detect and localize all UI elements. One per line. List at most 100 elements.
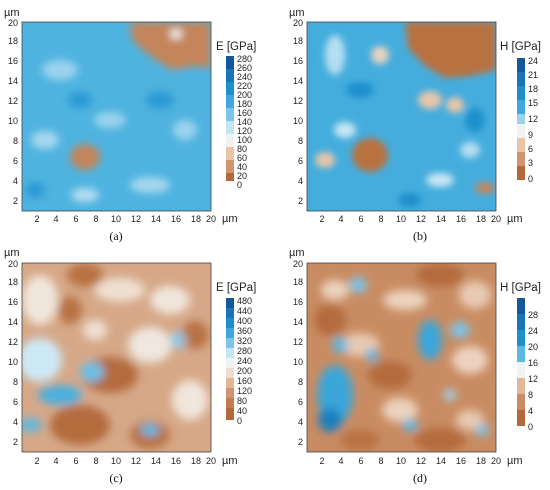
colorbar-c-band xyxy=(226,398,234,408)
heatmap-b xyxy=(307,22,496,211)
heatmap-c-light-patch xyxy=(150,286,190,314)
x-tick-label: 18 xyxy=(191,214,201,224)
heatmap-b-dark-patch xyxy=(398,193,422,207)
y-tick-label: 20 xyxy=(8,259,18,269)
y-tick-label: 12 xyxy=(293,337,303,347)
colorbar-d-band xyxy=(517,314,525,330)
plot-frame-d xyxy=(306,262,497,453)
y-tick-label: 2 xyxy=(13,437,18,447)
x-tick-label: 4 xyxy=(338,214,343,224)
colorbar-tick-label: 9 xyxy=(528,130,533,140)
colorbar-d-band xyxy=(517,394,525,410)
x-tick-label: 16 xyxy=(456,214,466,224)
heatmap-c-blue-region xyxy=(38,385,82,405)
heatmap-b-light-patch xyxy=(371,46,389,64)
colorbar-tick-label: 40 xyxy=(237,406,247,416)
colorbar-tick-label: 15 xyxy=(528,98,538,108)
panel-d: 2 4 6 8 10 12 14 16 18 20 2 4 6 8 10 12 … xyxy=(289,247,541,485)
x-tick-label: 20 xyxy=(206,456,216,466)
heatmap-a-low-region xyxy=(70,144,100,170)
x-tick-label: 8 xyxy=(378,456,383,466)
heatmap-d-light-patch xyxy=(459,281,491,309)
heatmap-d-light-patch xyxy=(382,398,418,422)
y-tick-label: 20 xyxy=(8,18,18,28)
y-tick-label: 12 xyxy=(293,96,303,106)
heatmap-c-dark-patch xyxy=(50,405,110,445)
heatmap-b-low-region xyxy=(405,22,496,78)
y-tick-label: 4 xyxy=(13,176,18,186)
heatmap-a-light-patch xyxy=(94,112,126,128)
colorbar-a-band xyxy=(226,160,234,173)
heatmap-c-light-patch xyxy=(128,327,172,363)
colorbar-b-band xyxy=(517,100,525,114)
x-tick-label: 12 xyxy=(416,456,426,466)
heatmap-d-blue-region xyxy=(332,337,348,353)
heatmap-d xyxy=(307,263,496,452)
y-ticks-a: 2 4 6 8 10 12 14 16 18 20 xyxy=(8,18,18,206)
colorbar-title-a: E [GPa] xyxy=(216,41,256,53)
x-tick-label: 18 xyxy=(191,456,201,466)
panel-b: 2 4 6 8 10 12 14 16 18 20 2 4 6 8 10 12 … xyxy=(289,7,541,243)
colorbar-a: E [GPa] 280 260 240 220 200 180 160 140 … xyxy=(216,41,256,190)
colorbar-d-band xyxy=(517,298,525,314)
heatmap-d-light-patch xyxy=(321,280,349,300)
colorbar-a-band xyxy=(226,95,234,108)
y-tick-label: 10 xyxy=(293,357,303,367)
x-ticks-a: 2 4 6 8 10 12 14 16 18 20 xyxy=(34,214,216,224)
x-ticks-c: 2 4 6 8 10 12 14 16 18 20 xyxy=(34,456,216,466)
heatmap-d-blue-region xyxy=(418,320,442,360)
x-tick-label: 2 xyxy=(34,456,39,466)
colorbar-tick-label: 360 xyxy=(237,326,252,336)
heatmap-c xyxy=(22,263,211,452)
y-tick-label: 16 xyxy=(8,56,18,66)
colorbar-title-c: E [GPa] xyxy=(216,282,256,294)
colorbar-d-band xyxy=(517,330,525,346)
heatmap-c-blue-region xyxy=(170,332,186,348)
colorbar-tick-label: 200 xyxy=(237,366,252,376)
heatmap-c-dark-patch xyxy=(58,296,82,324)
heatmap-c-blue-region xyxy=(22,338,62,382)
heatmap-a-dark-patch xyxy=(146,91,174,109)
colorbar-tick-label: 4 xyxy=(528,406,533,416)
y-tick-label: 2 xyxy=(298,437,303,447)
colorbar-tick-label: 60 xyxy=(237,153,247,163)
colorbar-b-band xyxy=(517,166,525,180)
x-tick-label: 16 xyxy=(171,456,181,466)
colorbar-d: H [GPa] 28 24 20 16 12 8 4 0 xyxy=(500,282,541,432)
colorbar-b-band xyxy=(517,58,525,72)
colorbar-d-band xyxy=(517,378,525,394)
heatmap-c-blue-region xyxy=(80,362,104,382)
colorbar-tick-label: 160 xyxy=(237,376,252,386)
colorbar-tick-label: 240 xyxy=(237,72,252,82)
colorbar-b-band xyxy=(517,86,525,100)
y-tick-label: 14 xyxy=(8,76,18,86)
panel-a: 2 4 6 8 10 12 14 16 18 20 2 4 6 8 10 12 … xyxy=(4,7,256,243)
x-tick-label: 12 xyxy=(416,214,426,224)
heatmap-b-light-patch xyxy=(426,173,454,187)
heatmap-b-low-region xyxy=(475,182,495,194)
y-tick-label: 8 xyxy=(13,377,18,387)
x-tick-label: 8 xyxy=(93,456,98,466)
colorbar-tick-label: 12 xyxy=(528,374,538,384)
heatmap-c-blue-region xyxy=(140,424,160,436)
heatmap-a-light-patch xyxy=(173,120,197,140)
y-tick-label: 6 xyxy=(298,156,303,166)
colorbar-c-band xyxy=(226,328,234,338)
heatmap-a-light-patch xyxy=(71,188,99,202)
y-tick-label: 8 xyxy=(298,136,303,146)
colorbar-a-band xyxy=(226,56,234,69)
colorbar-tick-label: 140 xyxy=(237,117,252,127)
x-tick-label: 2 xyxy=(319,456,324,466)
y-tick-label: 12 xyxy=(8,337,18,347)
x-tick-label: 18 xyxy=(476,214,486,224)
colorbar-c-band xyxy=(226,348,234,358)
x-tick-label: 16 xyxy=(171,214,181,224)
x-tick-label: 2 xyxy=(319,214,324,224)
colorbar-tick-label: 6 xyxy=(528,144,533,154)
colorbar-c-band xyxy=(226,378,234,388)
x-tick-label: 14 xyxy=(151,456,161,466)
colorbar-tick-label: 0 xyxy=(237,180,242,190)
y-tick-label: 6 xyxy=(298,397,303,407)
heatmap-d-blue-region xyxy=(402,419,418,431)
x-tick-label: 6 xyxy=(73,214,78,224)
